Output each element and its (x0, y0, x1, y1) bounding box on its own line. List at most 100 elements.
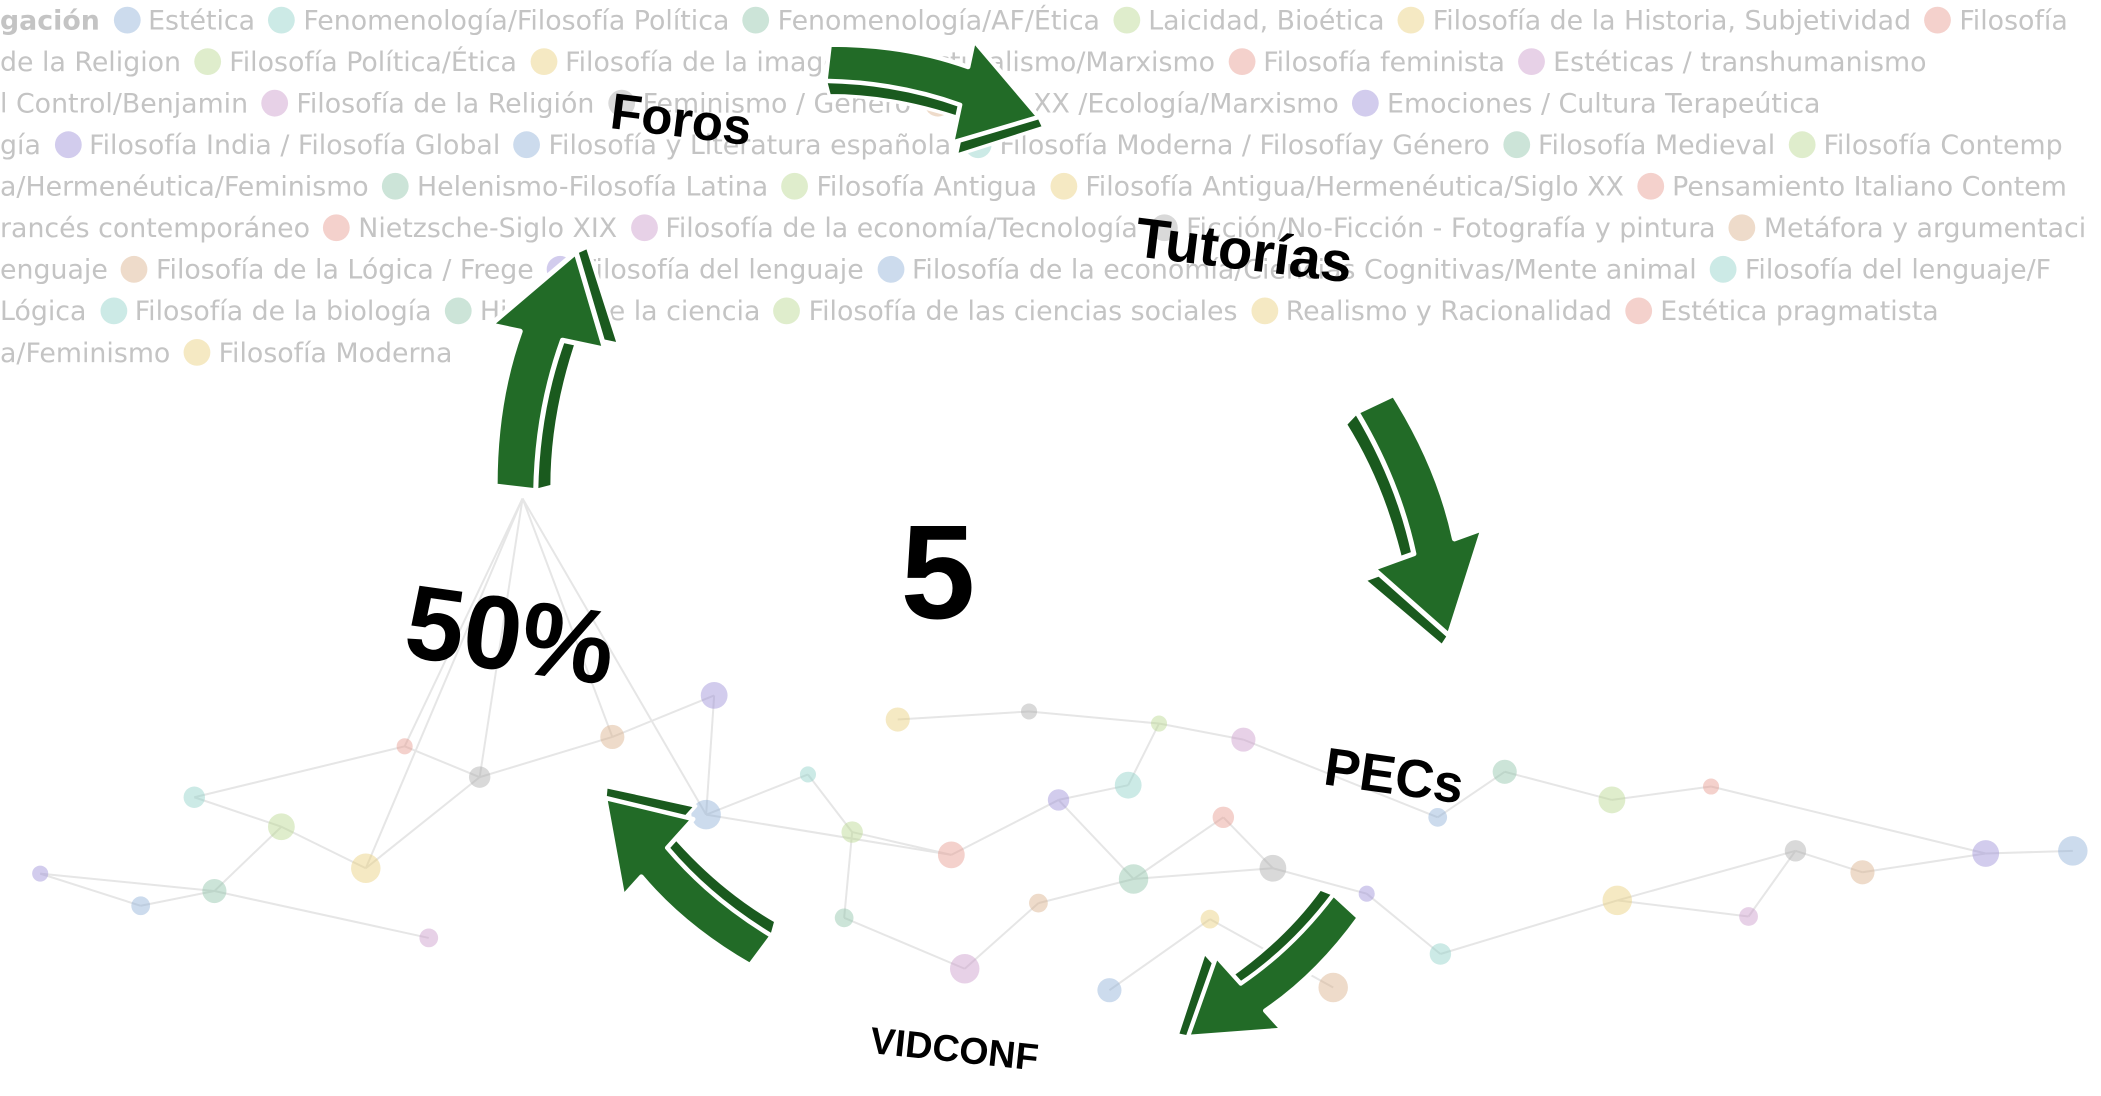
network-node (799, 766, 816, 783)
tag-dot (530, 47, 558, 75)
network-edge (1747, 850, 1797, 918)
network-node (1231, 727, 1256, 752)
network-edge (1057, 799, 1135, 880)
network-edge (705, 773, 809, 816)
tag-dot (121, 255, 149, 283)
network-node (937, 841, 965, 869)
tag: Fenomenología/Filosofía Política (303, 3, 730, 36)
network-node (691, 799, 721, 830)
arrow-face (1354, 391, 1486, 639)
arrow-face (823, 37, 1042, 146)
tag: Filosofía Moderna / Filosofíay Género (999, 127, 1490, 161)
network-node (131, 896, 151, 916)
network-node (1972, 840, 2000, 867)
tag-dot (323, 213, 351, 241)
tag: Estética (148, 3, 256, 36)
tag-dot (1710, 255, 1737, 283)
tag-dot (113, 6, 141, 33)
network-edge (1862, 852, 1986, 874)
network-edge (843, 916, 966, 970)
network-node (396, 738, 413, 755)
network-node (1428, 807, 1448, 827)
network-edge (1038, 878, 1134, 905)
network-edge (214, 890, 429, 939)
tag: Filosofía de la Religión (296, 86, 595, 119)
tag: de la Religion (0, 44, 182, 78)
tag-dot (1397, 6, 1425, 33)
tag-dot (877, 255, 904, 283)
network-node (267, 813, 295, 841)
network-node (1212, 806, 1235, 829)
tag-dot (1503, 130, 1530, 158)
tag-dot (183, 338, 211, 366)
network-node (202, 878, 227, 904)
tag: gación (0, 3, 100, 36)
network-node (183, 786, 206, 808)
network-node (600, 724, 625, 750)
network-node (1318, 972, 1348, 1003)
tag-dot (194, 47, 222, 75)
network-edge (1133, 867, 1273, 880)
network-node (1598, 786, 1626, 814)
network-edge (1710, 785, 1986, 855)
network-edge (1132, 816, 1224, 880)
network-node (700, 682, 728, 709)
tag: gía (0, 127, 41, 161)
percentage: 50% (399, 563, 622, 708)
network-edge (521, 498, 614, 738)
tag-row: a/Feminismo Filosofía Moderna (0, 331, 452, 373)
tag: a/Feminismo (0, 335, 171, 368)
tag: Filosofía del lenguaje/F (1744, 252, 2052, 285)
cycle-arrow (602, 784, 778, 968)
arrow-face (487, 249, 608, 494)
tag-dot (1729, 213, 1756, 241)
tag-row: enguaje Filosofía de la Lógica / Frege Fil… (0, 248, 2051, 290)
network-edge (1440, 899, 1618, 955)
network-node (32, 865, 49, 882)
network-edge (403, 498, 524, 747)
network-edge (1058, 784, 1129, 801)
tag-row: a/Hermenéutica/Feminismo Helenismo-Filoso… (0, 165, 2067, 207)
tag-dot (54, 130, 82, 158)
tag-dot (781, 172, 809, 199)
tag: Helenismo-Filosofía Latina (416, 169, 769, 202)
network-edge (39, 872, 141, 907)
network-edge (807, 773, 853, 833)
tag-row: rancés contemporáneo Nietzsche-Siglo XIX F… (0, 206, 2086, 248)
tag-dot (1625, 296, 1653, 324)
tag: Filosofía Antigua (816, 169, 1038, 202)
tag: enguaje (0, 252, 108, 285)
tag: Estética pragmatista (1660, 294, 1939, 327)
tag: Estéticas / transhumanismo (1553, 44, 1927, 78)
tag: Ficción/No-Ficción - Fotografía y pintur… (1186, 211, 1716, 244)
network-edge (280, 825, 367, 870)
tag: Filosofía India / Filosofía Global (89, 127, 501, 161)
network-node (468, 766, 491, 788)
step-label: VIDCONF (868, 1019, 1040, 1078)
network-edge (1272, 867, 1367, 895)
network-edge (40, 872, 215, 893)
network-edge (479, 735, 613, 779)
network-edge (1504, 770, 1613, 801)
network-node (1259, 854, 1287, 882)
tag: Filosofía y Literatura española (548, 127, 952, 161)
network-edge (843, 831, 854, 918)
network-edge (950, 799, 1059, 856)
tag-dot (268, 6, 296, 33)
network-node (1739, 907, 1758, 926)
tag: Emociones / Cultura Terapeútica (1387, 86, 1821, 119)
network-edge (1985, 849, 2073, 855)
network-edge (1366, 892, 1442, 955)
tag-dot (513, 130, 541, 158)
network-edge (1158, 722, 1244, 741)
network-node (1850, 860, 1875, 885)
network-node (841, 821, 863, 843)
tag: Filosofía de la biología (134, 294, 432, 327)
network-edge (193, 796, 282, 828)
cycle-arrow (487, 244, 621, 494)
tag: Filosofía de la Historia, Subjetividad (1432, 3, 1912, 36)
tag-dot (261, 89, 289, 116)
network-edge (1617, 899, 1749, 918)
tag: Filosofía de la Lógica / Frege (156, 252, 534, 285)
